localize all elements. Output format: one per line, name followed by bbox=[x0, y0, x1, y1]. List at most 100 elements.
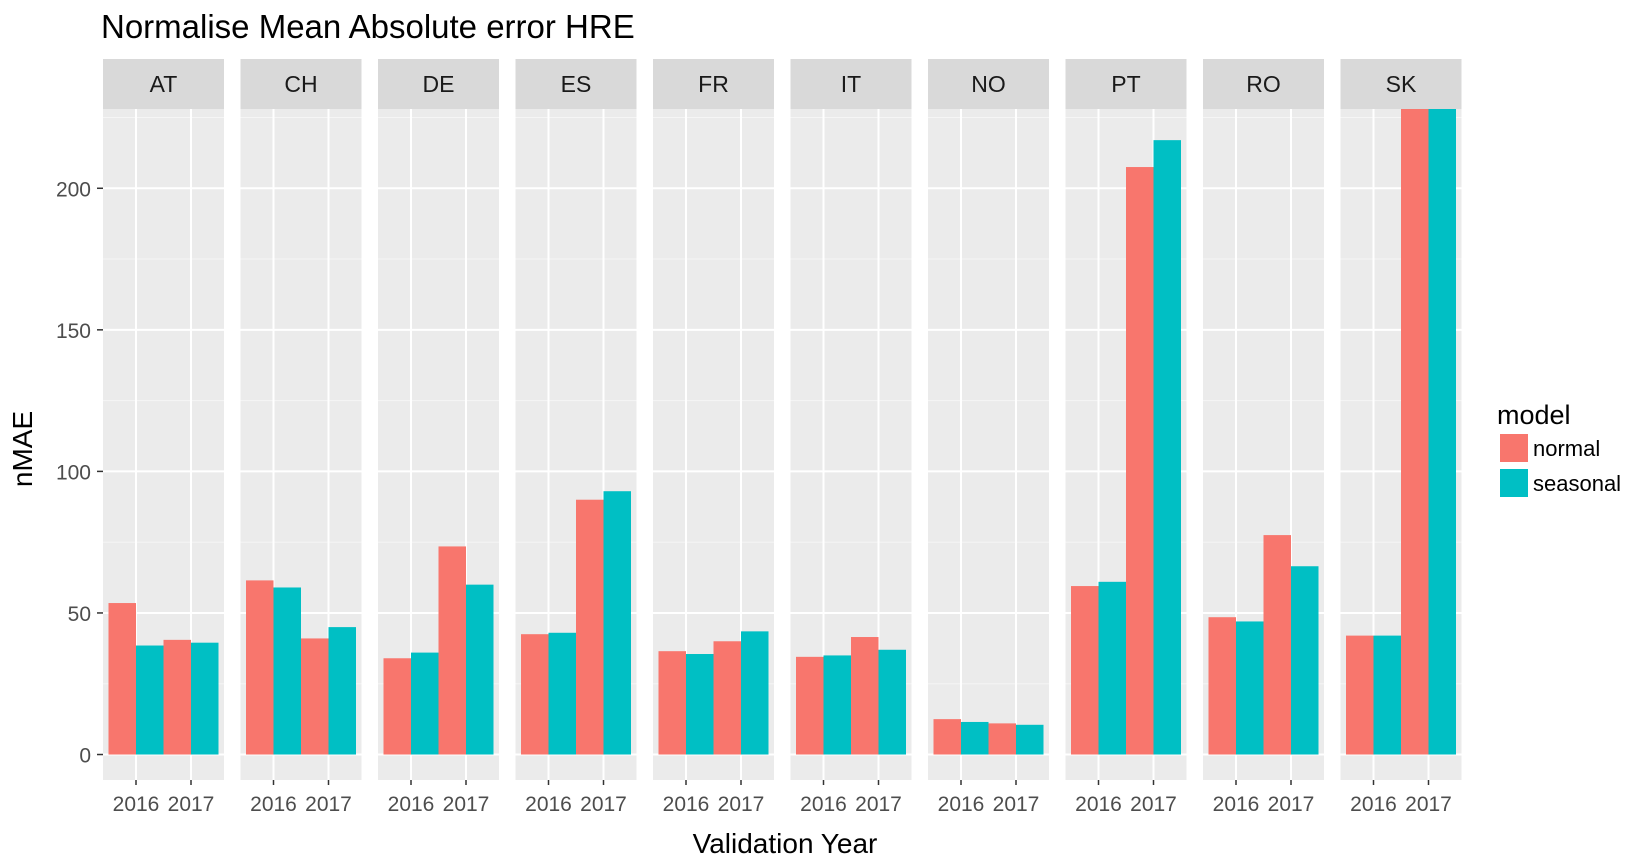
bar-de-normal-2016 bbox=[383, 658, 411, 755]
facet-panel-ro: RO 2016 2017 bbox=[1203, 59, 1324, 816]
x-tick-label: 2016 bbox=[1213, 793, 1260, 816]
facet-strip bbox=[240, 59, 362, 109]
x-tick-label: 2017 bbox=[580, 793, 627, 816]
bar-de-seasonal-2017 bbox=[466, 584, 494, 755]
x-tick-label: 2017 bbox=[718, 793, 765, 816]
legend-label-normal: normal bbox=[1533, 436, 1600, 461]
x-tick-label: 2017 bbox=[1405, 793, 1452, 816]
x-tick-label: 2016 bbox=[525, 793, 572, 816]
panel-background bbox=[928, 109, 1049, 780]
x-tick-label: 2016 bbox=[388, 793, 435, 816]
y-tick-label: 0 bbox=[79, 745, 91, 768]
facet-strip-label: FR bbox=[698, 71, 729, 97]
bar-de-seasonal-2016 bbox=[411, 652, 439, 755]
x-tick-label: 2016 bbox=[1350, 793, 1397, 816]
bar-no-normal-2017 bbox=[988, 723, 1016, 755]
facet-strip bbox=[1340, 59, 1462, 109]
facet-panel-it: IT 2016 2017 bbox=[790, 59, 912, 816]
bar-pt-normal-2016 bbox=[1071, 586, 1099, 755]
x-tick-label: 2017 bbox=[993, 793, 1040, 816]
facet-panels: AT 2016 2017 CH 2016 2017 DE 2016 2017 ES 2016 2017… bbox=[103, 59, 1462, 816]
bar-es-normal-2016 bbox=[521, 634, 549, 755]
x-tick-label: 2017 bbox=[305, 793, 352, 816]
facet-panel-at: AT 2016 2017 bbox=[103, 59, 224, 816]
bar-fr-seasonal-2016 bbox=[686, 654, 714, 755]
facet-strip bbox=[515, 59, 637, 109]
facet-strip bbox=[1203, 59, 1324, 109]
bar-at-normal-2016 bbox=[108, 603, 136, 755]
bar-sk-normal-2017 bbox=[1401, 109, 1429, 755]
bar-fr-normal-2016 bbox=[658, 651, 686, 755]
y-tick-label: 100 bbox=[56, 461, 91, 484]
bar-it-normal-2017 bbox=[851, 637, 879, 755]
bar-it-normal-2016 bbox=[796, 656, 824, 755]
bar-pt-seasonal-2016 bbox=[1098, 581, 1126, 755]
bar-it-seasonal-2016 bbox=[823, 655, 851, 755]
x-tick-label: 2017 bbox=[1130, 793, 1177, 816]
y-axis-title: nMAE bbox=[7, 411, 38, 487]
facet-panel-no: NO 2016 2017 bbox=[928, 59, 1049, 816]
chart-title: Normalise Mean Absolute error HRE bbox=[101, 8, 635, 45]
facet-strip-label: AT bbox=[150, 71, 178, 97]
facet-panel-fr: FR 2016 2017 bbox=[653, 59, 774, 816]
bar-ro-normal-2016 bbox=[1208, 617, 1236, 755]
bar-at-normal-2017 bbox=[163, 639, 191, 755]
bar-de-normal-2017 bbox=[438, 546, 466, 755]
y-tick-label: 200 bbox=[56, 178, 91, 201]
facet-strip-label: CH bbox=[284, 71, 317, 97]
bar-es-normal-2017 bbox=[576, 499, 604, 755]
x-tick-label: 2016 bbox=[1075, 793, 1122, 816]
legend-title: model bbox=[1497, 400, 1571, 430]
facet-strip-label: NO bbox=[971, 71, 1006, 97]
bar-no-seasonal-2017 bbox=[1016, 724, 1044, 755]
facet-panel-pt: PT 2016 2017 bbox=[1065, 59, 1187, 816]
x-tick-label: 2016 bbox=[663, 793, 710, 816]
bar-es-seasonal-2017 bbox=[603, 491, 631, 755]
x-tick-label: 2017 bbox=[168, 793, 215, 816]
x-tick-label: 2016 bbox=[938, 793, 985, 816]
facet-strip-label: RO bbox=[1246, 71, 1281, 97]
facet-strip bbox=[103, 59, 224, 109]
facet-strip bbox=[653, 59, 774, 109]
x-axis-title: Validation Year bbox=[693, 828, 878, 859]
bar-at-seasonal-2017 bbox=[191, 642, 219, 755]
facet-strip-label: IT bbox=[841, 71, 861, 97]
y-tick-label: 150 bbox=[56, 320, 91, 343]
legend: model normal seasonal bbox=[1497, 400, 1621, 497]
facet-strip-label: ES bbox=[561, 71, 592, 97]
bar-at-seasonal-2016 bbox=[136, 645, 164, 755]
legend-key-normal bbox=[1500, 434, 1528, 462]
y-tick-label: 50 bbox=[68, 603, 91, 626]
bar-sk-seasonal-2017 bbox=[1428, 109, 1456, 755]
bar-ch-normal-2016 bbox=[246, 580, 274, 755]
facet-strip bbox=[378, 59, 499, 109]
bar-no-normal-2016 bbox=[933, 719, 961, 755]
y-axis: 0 50 100 150 200 bbox=[56, 178, 103, 768]
x-tick-label: 2016 bbox=[250, 793, 297, 816]
facet-panel-ch: CH 2016 2017 bbox=[240, 59, 362, 816]
facet-strip bbox=[928, 59, 1049, 109]
bar-ch-seasonal-2016 bbox=[273, 587, 301, 755]
x-tick-label: 2017 bbox=[443, 793, 490, 816]
bar-sk-seasonal-2016 bbox=[1373, 635, 1401, 755]
bar-fr-normal-2017 bbox=[713, 641, 741, 755]
bar-fr-seasonal-2017 bbox=[741, 631, 769, 755]
bar-no-seasonal-2016 bbox=[961, 721, 989, 755]
x-tick-label: 2016 bbox=[800, 793, 847, 816]
x-tick-label: 2016 bbox=[113, 793, 160, 816]
bar-sk-normal-2016 bbox=[1346, 635, 1374, 755]
bar-ro-normal-2017 bbox=[1263, 535, 1291, 755]
facet-strip bbox=[1065, 59, 1187, 109]
facet-panel-de: DE 2016 2017 bbox=[378, 59, 499, 816]
bar-es-seasonal-2016 bbox=[548, 632, 576, 755]
legend-key-seasonal bbox=[1500, 469, 1528, 497]
bar-ro-seasonal-2017 bbox=[1291, 566, 1319, 755]
bar-ch-normal-2017 bbox=[301, 638, 329, 755]
facet-strip-label: SK bbox=[1386, 71, 1417, 97]
legend-label-seasonal: seasonal bbox=[1533, 471, 1621, 496]
bar-it-seasonal-2017 bbox=[878, 649, 906, 755]
bar-ch-seasonal-2017 bbox=[328, 627, 356, 755]
bar-ro-seasonal-2016 bbox=[1236, 621, 1264, 755]
x-tick-label: 2017 bbox=[855, 793, 902, 816]
